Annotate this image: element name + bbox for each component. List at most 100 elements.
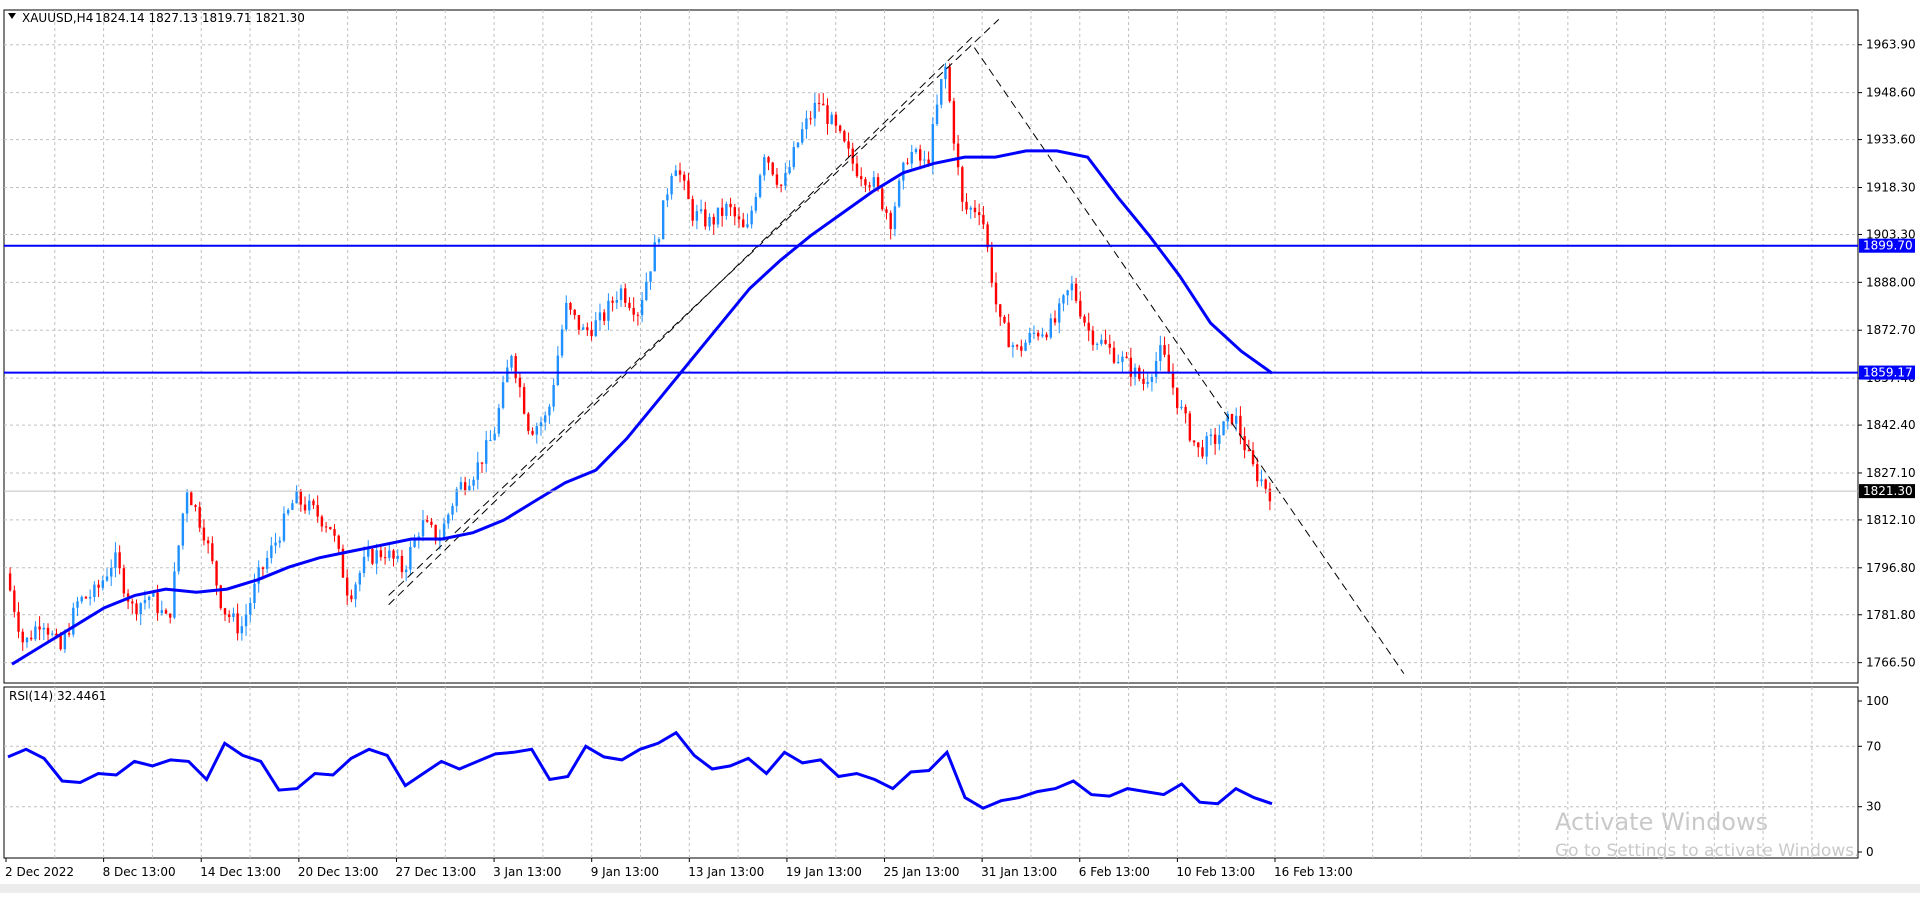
bear-candle bbox=[514, 355, 517, 378]
bull-candle bbox=[910, 151, 913, 164]
bear-candle bbox=[973, 207, 977, 213]
bear-candle bbox=[1074, 283, 1078, 301]
bull-candle bbox=[1024, 342, 1027, 351]
time-axis-label: 10 Feb 13:00 bbox=[1176, 865, 1255, 879]
price-axis-label: 1842.40 bbox=[1866, 418, 1916, 432]
bear-candle bbox=[779, 184, 783, 186]
bull-candle bbox=[76, 601, 79, 608]
bear-candle bbox=[527, 413, 530, 431]
bear-candle bbox=[211, 543, 214, 562]
level-price-label: 1899.70 bbox=[1863, 239, 1913, 253]
time-axis-label: 2 Dec 2022 bbox=[5, 865, 74, 879]
bull-candle bbox=[1058, 303, 1061, 323]
bear-candle bbox=[400, 556, 404, 573]
bear-candle bbox=[881, 188, 884, 210]
rsi-line bbox=[7, 730, 1273, 810]
bull-candle bbox=[552, 385, 555, 407]
bull-candle bbox=[1041, 334, 1044, 337]
bull-candle bbox=[152, 592, 155, 597]
bear-candle bbox=[906, 162, 909, 164]
bull-candle bbox=[421, 520, 425, 537]
bull-candle bbox=[114, 552, 117, 568]
main-chart-frame bbox=[3, 9, 1859, 684]
time-axis-label: 19 Jan 13:00 bbox=[786, 865, 862, 879]
bull-candle bbox=[493, 433, 496, 441]
bull-candle bbox=[674, 170, 678, 176]
bear-candle bbox=[84, 596, 88, 599]
bear-candle bbox=[826, 105, 829, 125]
bull-candle bbox=[240, 626, 244, 634]
bull-candle bbox=[1066, 290, 1069, 296]
bull-candle bbox=[286, 509, 290, 514]
bear-candle bbox=[1083, 316, 1086, 323]
bull-candle bbox=[88, 597, 92, 599]
bear-candle bbox=[1192, 440, 1196, 443]
bear-candle bbox=[855, 163, 859, 177]
bear-candle bbox=[885, 209, 888, 213]
bear-candle bbox=[834, 114, 838, 126]
bear-candle bbox=[1197, 442, 1200, 448]
bull-candle bbox=[1146, 381, 1149, 384]
bull-candle bbox=[539, 422, 543, 427]
price-axis-label: 1872.70 bbox=[1866, 323, 1916, 337]
bull-candle bbox=[25, 637, 29, 643]
bear-candle bbox=[927, 159, 930, 164]
bull-candle bbox=[763, 157, 766, 176]
bear-candle bbox=[55, 633, 58, 636]
bull-candle bbox=[80, 596, 83, 602]
time-axis-label: 14 Dec 13:00 bbox=[200, 865, 281, 879]
bear-candle bbox=[219, 585, 222, 609]
bull-candle bbox=[1028, 333, 1031, 343]
bear-candle bbox=[918, 149, 922, 161]
bull-candle bbox=[375, 550, 378, 564]
bull-candle bbox=[872, 177, 876, 187]
bear-candle bbox=[683, 174, 686, 181]
price-axis-label: 1888.00 bbox=[1866, 275, 1916, 289]
bull-candle bbox=[940, 79, 943, 105]
bull-candle bbox=[1062, 295, 1065, 304]
bear-candle bbox=[13, 590, 16, 612]
price-axis-label: 1827.10 bbox=[1866, 466, 1916, 480]
bull-candle bbox=[1180, 406, 1183, 409]
bear-candle bbox=[383, 557, 387, 559]
bull-candle bbox=[788, 167, 791, 174]
bull-candle bbox=[72, 607, 75, 635]
bull-candle bbox=[459, 482, 463, 490]
bear-candle bbox=[122, 568, 126, 594]
bear-candle bbox=[135, 603, 138, 615]
bull-candle bbox=[805, 118, 808, 130]
bear-candle bbox=[341, 548, 345, 578]
bull-candle bbox=[51, 633, 54, 635]
bear-candle bbox=[611, 300, 614, 303]
bull-candle bbox=[244, 614, 248, 627]
bottom-scroll-strip[interactable] bbox=[0, 884, 1920, 893]
bear-candle bbox=[822, 103, 825, 106]
bear-candle bbox=[1015, 345, 1019, 347]
symbol-label[interactable]: XAUUSD,H4 bbox=[22, 11, 93, 25]
bull-candle bbox=[308, 500, 311, 511]
bear-candle bbox=[577, 315, 581, 330]
bull-candle bbox=[101, 580, 104, 588]
bull-candle bbox=[969, 207, 972, 210]
dropdown-triangle-icon[interactable] bbox=[8, 13, 16, 19]
bear-candle bbox=[202, 527, 206, 541]
bull-candle bbox=[455, 489, 458, 506]
bear-candle bbox=[228, 614, 231, 618]
bear-candle bbox=[628, 302, 631, 308]
activate-windows-watermark: Activate Windows bbox=[1555, 808, 1769, 836]
bull-candle bbox=[1121, 356, 1124, 362]
bear-candle bbox=[889, 212, 892, 230]
bull-candle bbox=[560, 329, 564, 356]
bull-candle bbox=[556, 355, 560, 386]
bear-candle bbox=[118, 552, 121, 569]
bull-candle bbox=[544, 415, 547, 423]
bear-candle bbox=[156, 592, 159, 614]
bear-candle bbox=[868, 185, 871, 187]
bull-candle bbox=[257, 567, 260, 584]
bull-candle bbox=[105, 576, 109, 581]
bull-candle bbox=[914, 149, 918, 152]
bear-candle bbox=[1053, 318, 1057, 323]
bear-candle bbox=[1256, 464, 1259, 482]
level-price-tag bbox=[1859, 365, 1915, 380]
